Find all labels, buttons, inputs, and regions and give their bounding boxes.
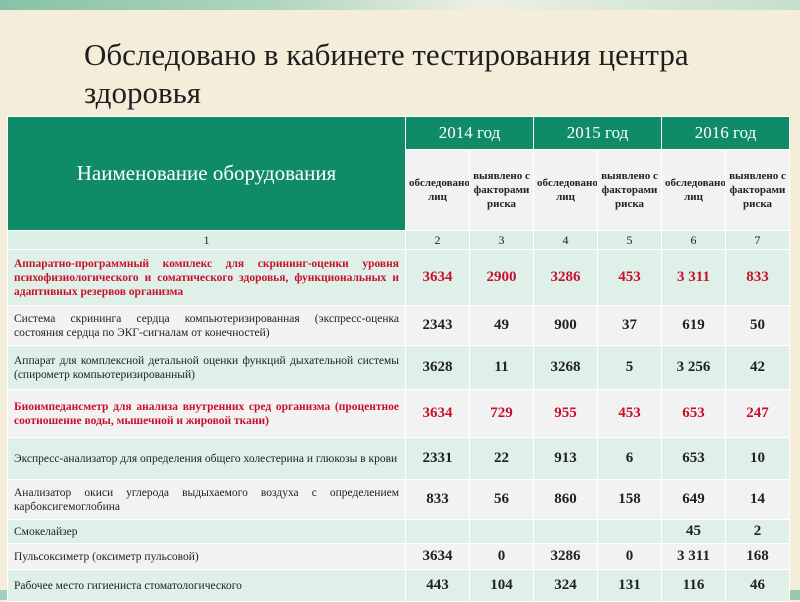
sub-header-examined: обследовано лиц xyxy=(661,149,726,231)
column-number: 2 xyxy=(405,230,470,250)
column-number: 4 xyxy=(533,230,598,250)
value-cell: 2 xyxy=(725,519,790,544)
value-cell: 453 xyxy=(597,389,662,438)
value-cell xyxy=(533,519,598,544)
column-number: 7 xyxy=(725,230,790,250)
table-row: Экспресс-анализатор для определения обще… xyxy=(7,437,790,480)
equipment-name: Экспресс-анализатор для определения обще… xyxy=(7,437,406,480)
value-cell: 3634 xyxy=(405,249,470,306)
value-cell: 3628 xyxy=(405,345,470,390)
value-cell: 453 xyxy=(597,249,662,306)
value-cell: 3268 xyxy=(533,345,598,390)
value-cell: 900 xyxy=(533,305,598,346)
table-row: Пульсоксиметр (оксиметр пульсовой) 3634 … xyxy=(7,543,790,570)
equipment-name: Биоимпедансметр для анализа внутренних с… xyxy=(7,389,406,438)
year-header-2015: 2015 год xyxy=(533,116,662,150)
value-cell: 247 xyxy=(725,389,790,438)
value-cell: 2331 xyxy=(405,437,470,480)
value-cell: 913 xyxy=(533,437,598,480)
value-cell: 3286 xyxy=(533,249,598,306)
value-cell: 50 xyxy=(725,305,790,346)
value-cell: 443 xyxy=(405,569,470,602)
sub-header-examined: обследовано лиц xyxy=(405,149,470,231)
year-header-2016: 2016 год xyxy=(661,116,790,150)
column-number: 5 xyxy=(597,230,662,250)
sub-header-risk: выявлено с факторами риска xyxy=(725,149,790,231)
value-cell: 11 xyxy=(469,345,534,390)
value-cell: 6 xyxy=(597,437,662,480)
table-row: Анализатор окиси углерода выдыхаемого во… xyxy=(7,479,790,520)
column-number: 1 xyxy=(7,230,406,250)
value-cell: 42 xyxy=(725,345,790,390)
table-row: Биоимпедансметр для анализа внутренних с… xyxy=(7,389,790,438)
value-cell: 833 xyxy=(405,479,470,520)
table-row: Аппарат для комплексной детальной оценки… xyxy=(7,345,790,390)
sub-header-risk: выявлено с факторами риска xyxy=(469,149,534,231)
value-cell: 14 xyxy=(725,479,790,520)
column-number-row: 1 2 3 4 5 6 7 xyxy=(7,230,790,250)
decorative-top-border xyxy=(0,0,800,10)
value-cell: 22 xyxy=(469,437,534,480)
table-row: Рабочее место гигиениста стоматологическ… xyxy=(7,569,790,602)
value-cell: 131 xyxy=(597,569,662,602)
value-cell: 3 311 xyxy=(661,543,726,570)
value-cell: 955 xyxy=(533,389,598,438)
table-row: Аппаратно-программный комплекс для скрин… xyxy=(7,249,790,306)
equipment-name: Рабочее место гигиениста стоматологическ… xyxy=(7,569,406,602)
value-cell: 158 xyxy=(597,479,662,520)
value-cell: 653 xyxy=(661,437,726,480)
table-row: Система скрининга сердца компьютеризиров… xyxy=(7,305,790,346)
value-cell xyxy=(405,519,470,544)
value-cell: 49 xyxy=(469,305,534,346)
value-cell: 729 xyxy=(469,389,534,438)
value-cell: 45 xyxy=(661,519,726,544)
value-cell: 2900 xyxy=(469,249,534,306)
value-cell: 116 xyxy=(661,569,726,602)
sub-header-examined: обследовано лиц xyxy=(533,149,598,231)
equipment-name: Аппарат для комплексной детальной оценки… xyxy=(7,345,406,390)
value-cell: 168 xyxy=(725,543,790,570)
value-cell: 5 xyxy=(597,345,662,390)
year-header-2014: 2014 год xyxy=(405,116,534,150)
value-cell: 0 xyxy=(469,543,534,570)
value-cell: 10 xyxy=(725,437,790,480)
sub-header-risk: выявлено с факторами риска xyxy=(597,149,662,231)
value-cell: 619 xyxy=(661,305,726,346)
value-cell: 653 xyxy=(661,389,726,438)
value-cell: 3634 xyxy=(405,389,470,438)
value-cell xyxy=(469,519,534,544)
value-cell: 860 xyxy=(533,479,598,520)
value-cell: 56 xyxy=(469,479,534,520)
value-cell: 324 xyxy=(533,569,598,602)
value-cell: 649 xyxy=(661,479,726,520)
equipment-name: Аппаратно-программный комплекс для скрин… xyxy=(7,249,406,306)
value-cell: 3 311 xyxy=(661,249,726,306)
value-cell xyxy=(597,519,662,544)
value-cell: 46 xyxy=(725,569,790,602)
equipment-name: Пульсоксиметр (оксиметр пульсовой) xyxy=(7,543,406,570)
equipment-name: Анализатор окиси углерода выдыхаемого во… xyxy=(7,479,406,520)
table-row: Смокелайзер 45 2 xyxy=(7,519,790,544)
column-number: 6 xyxy=(661,230,726,250)
column-number: 3 xyxy=(469,230,534,250)
value-cell: 37 xyxy=(597,305,662,346)
value-cell: 3286 xyxy=(533,543,598,570)
value-cell: 2343 xyxy=(405,305,470,346)
equipment-table: Наименование оборудования 2014 год 2015 … xyxy=(7,116,790,602)
value-cell: 3634 xyxy=(405,543,470,570)
equipment-name: Смокелайзер xyxy=(7,519,406,544)
value-cell: 0 xyxy=(597,543,662,570)
value-cell: 104 xyxy=(469,569,534,602)
page-title: Обследовано в кабинете тестирования цент… xyxy=(84,37,689,110)
equipment-name: Система скрининга сердца компьютеризиров… xyxy=(7,305,406,346)
value-cell: 833 xyxy=(725,249,790,306)
value-cell: 3 256 xyxy=(661,345,726,390)
equipment-header: Наименование оборудования xyxy=(7,116,406,231)
